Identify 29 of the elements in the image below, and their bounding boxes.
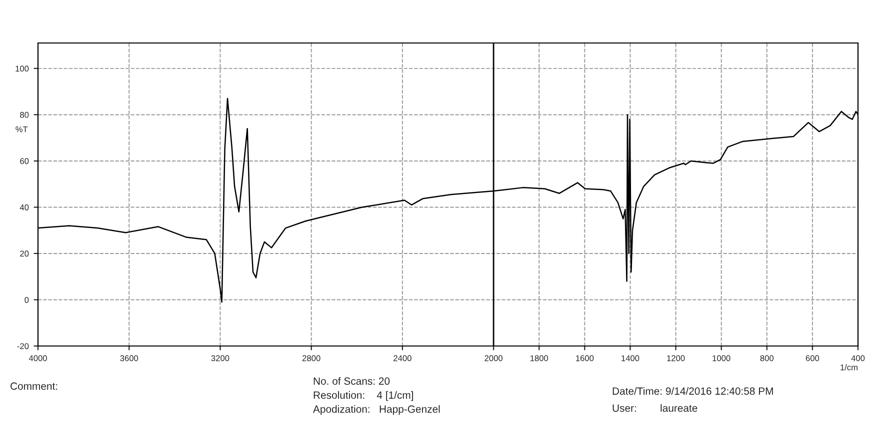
x-tick-label: 600 [806,355,820,362]
text: Comment: [10,382,58,390]
y-axis-title: %T [16,126,28,132]
text: No. of Scans: 20 [314,377,390,385]
x-tick-label: 800 [760,355,774,362]
x-tick-label: 3600 [120,355,138,362]
x-axis-title: 1/cm [840,364,858,370]
x-tick-label: 4000 [28,355,47,362]
x-tick-label: 2000 [484,355,502,362]
x-tick-label: 1800 [530,355,548,362]
text: Apodization: Happ-Genzel [313,405,440,415]
x-tick-label: 400 [851,355,865,362]
x-tick-label: 1600 [576,355,594,362]
text: User: laureate [612,404,698,412]
x-tick-label: 2400 [394,355,412,362]
x-tick-label: 1000 [712,355,730,362]
y-tick-label: 100 [16,66,29,72]
y-tick-label: 20 [20,250,29,257]
y-tick-label: 40 [20,204,29,210]
text: Date/Time: 9/14/2016 12:40:58 PM [612,387,773,395]
x-tick-label: 3200 [211,355,230,362]
y-tick-label: 60 [20,158,29,164]
x-tick-label: 1400 [622,355,640,362]
text: Resolution: 4 [1/cm] [314,391,413,401]
x-tick-label: 1200 [667,355,685,362]
y-tick-label: -20 [17,343,29,350]
x-tick-label: 2800 [302,355,320,362]
y-tick-label: 0 [24,296,29,303]
y-tick-label: 80 [20,112,29,118]
